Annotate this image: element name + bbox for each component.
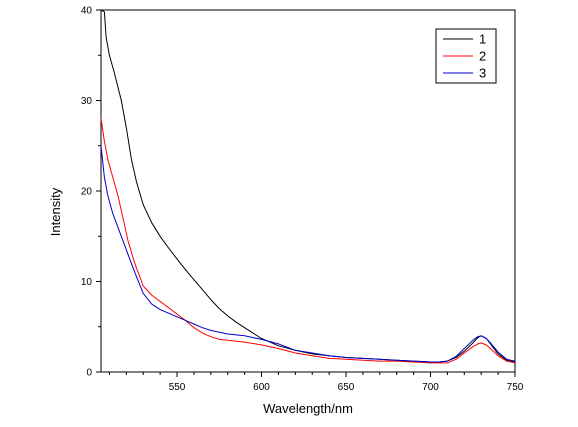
x-tick-label: 700: [422, 382, 439, 393]
legend-label-2: 2: [479, 49, 486, 64]
y-axis-title: Intensity: [48, 187, 63, 236]
series-1-line: [100, 9, 516, 363]
x-axis-title: Wavelength/nm: [263, 401, 353, 416]
y-axis: 0 10 20 30 40: [81, 6, 101, 379]
legend: 1 2 3: [435, 28, 497, 84]
y-tick-label: 30: [81, 96, 93, 107]
x-tick-label: 750: [507, 382, 524, 393]
y-tick-label: 10: [81, 277, 93, 288]
series-2-line: [100, 118, 516, 364]
y-tick-label: 40: [81, 6, 93, 17]
x-tick-label: 550: [169, 382, 186, 393]
x-tick-label: 600: [253, 382, 270, 393]
y-tick-label: 20: [81, 187, 93, 198]
y-tick-label: 0: [86, 368, 92, 379]
legend-label-3: 3: [479, 66, 486, 81]
legend-label-1: 1: [479, 32, 486, 47]
x-tick-label: 650: [338, 382, 355, 393]
x-axis: 550 600 650 700 750: [108, 372, 524, 393]
series-layer: [100, 9, 516, 364]
series-3-line: [100, 145, 516, 363]
